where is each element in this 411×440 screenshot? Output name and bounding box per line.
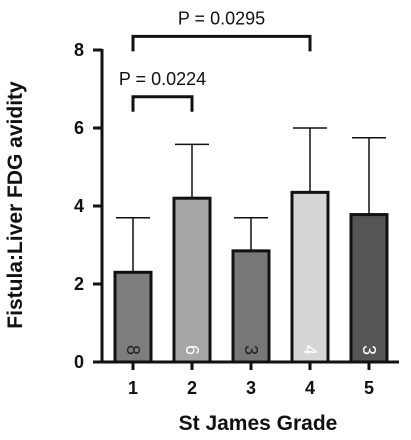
- sample-size-label: 8: [123, 345, 143, 355]
- p-value-label: P = 0.0295: [178, 8, 265, 28]
- bar: [349, 213, 389, 364]
- bar: [113, 270, 153, 364]
- x-tick-label: 5: [364, 378, 374, 398]
- y-tick-label: 2: [74, 274, 84, 294]
- y-axis-title: Fistula:Liver FDG avidity: [4, 81, 27, 329]
- sample-size-label: 3: [359, 345, 379, 355]
- sample-size-label: 6: [182, 345, 202, 355]
- x-axis-title: St James Grade: [179, 412, 338, 435]
- x-tick-label: 4: [305, 378, 315, 398]
- y-tick-label: 4: [74, 196, 84, 216]
- sample-size-labels: 8 6 3 4 3: [123, 345, 379, 355]
- sample-size-label: 4: [300, 345, 320, 355]
- y-tick-label: 8: [74, 40, 84, 60]
- significance-bracket: [131, 34, 312, 52]
- y-tick-label: 6: [74, 118, 84, 138]
- significance-annotations: P = 0.0224 P = 0.0295: [119, 8, 312, 112]
- x-tick-label: 3: [246, 378, 256, 398]
- bars: [113, 190, 389, 364]
- bar: [231, 249, 271, 364]
- significance-bracket: [131, 95, 194, 112]
- bar: [172, 196, 212, 364]
- error-bars: [116, 127, 386, 273]
- p-value-label: P = 0.0224: [119, 69, 206, 89]
- y-tick-label: 0: [74, 352, 84, 372]
- x-tick-label: 2: [187, 378, 197, 398]
- sample-size-label: 3: [241, 345, 261, 355]
- bar: [290, 190, 330, 364]
- x-tick-label: 1: [128, 378, 138, 398]
